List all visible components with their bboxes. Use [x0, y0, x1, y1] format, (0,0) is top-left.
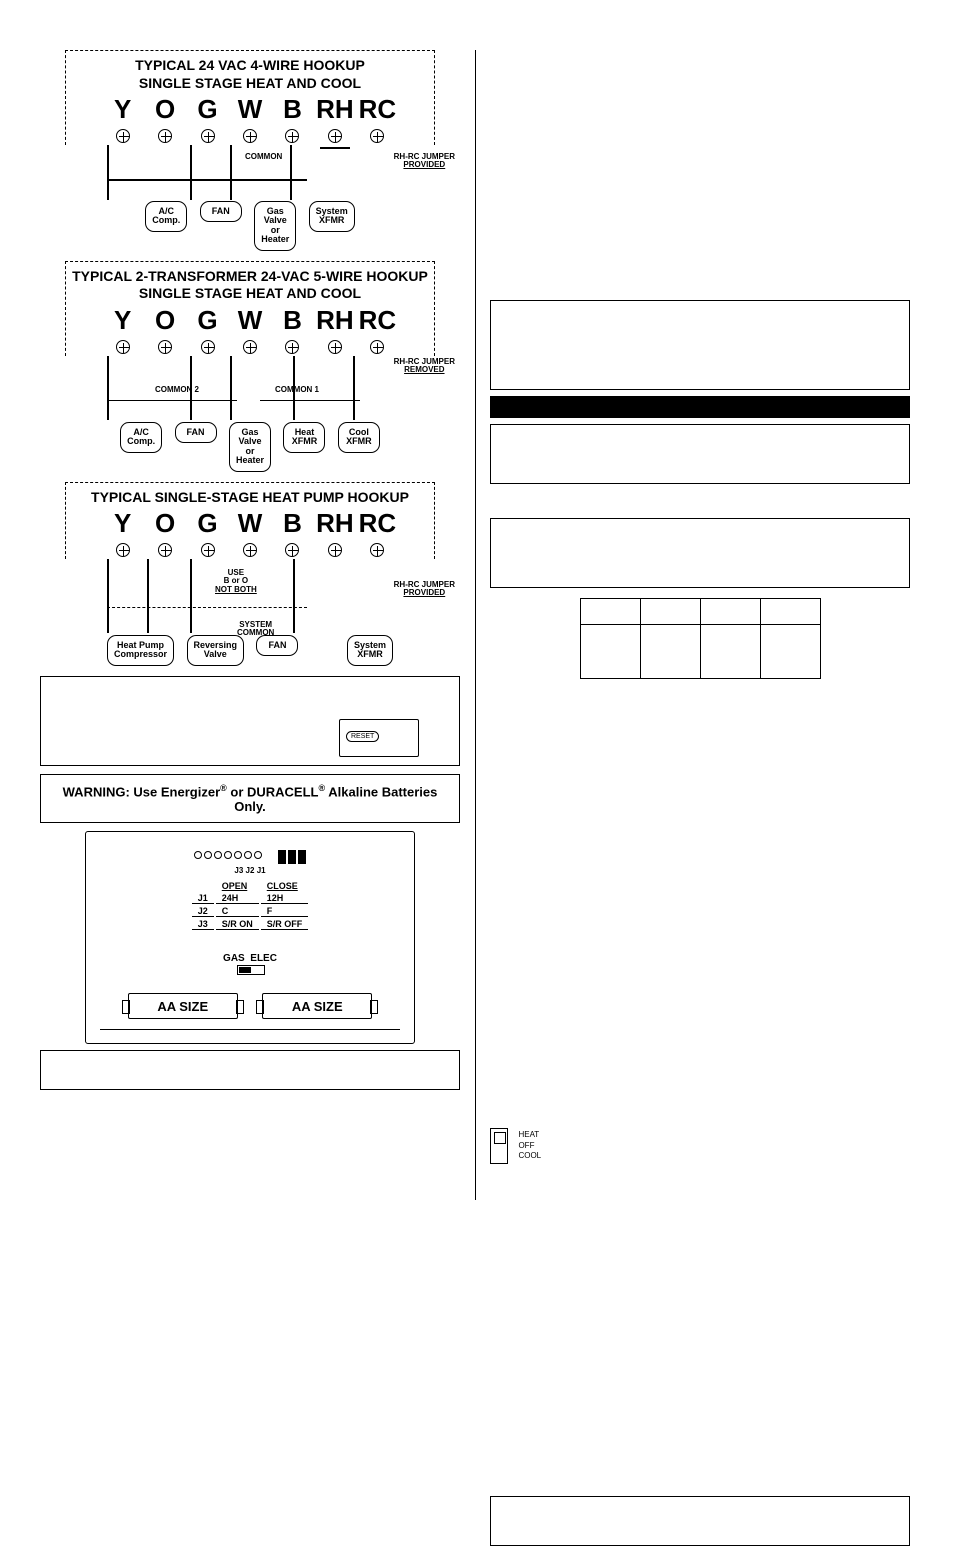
jumper-table: OPENCLOSE J124H12H J2CF J3S/R ONS/R OFF: [190, 879, 311, 932]
screw-icon: [116, 129, 130, 143]
screw-icon: [158, 340, 172, 354]
screw-icon: [370, 129, 384, 143]
screw-icon: [201, 129, 215, 143]
placeholder-block: [490, 1496, 910, 1546]
warning-lead: WARNING:: [63, 784, 130, 799]
warning-box: WARNING: Use Energizer® or DURACELL® Alk…: [40, 774, 460, 823]
placeholder-block: [490, 424, 910, 484]
screw-icon: [285, 340, 299, 354]
screw-icon: [116, 340, 130, 354]
gas-elec-switch: GAS ELEC: [100, 953, 400, 975]
screw-icon: [158, 543, 172, 557]
placeholder-block: [490, 518, 910, 758]
heat-off-cool-legend: HEAT OFF COOL: [490, 1128, 910, 1164]
right-column: HEAT OFF COOL: [490, 50, 910, 1546]
battery-slot: AA SIZE: [128, 993, 238, 1019]
jumper-icons: [277, 846, 307, 864]
screw-icon: [158, 129, 172, 143]
screw-icon: [243, 129, 257, 143]
screw-icon: [285, 129, 299, 143]
left-column: TYPICAL 24 VAC 4-WIRE HOOKUP SINGLE STAG…: [40, 50, 460, 1090]
screw-icon: [328, 129, 342, 143]
mode-switch-icon: [490, 1128, 508, 1164]
screw-icon: [328, 340, 342, 354]
d1-title-l2: SINGLE STAGE HEAT AND COOL: [139, 75, 361, 91]
screw-icon: [201, 543, 215, 557]
d1-title-l1: TYPICAL 24 VAC 4-WIRE HOOKUP: [135, 57, 365, 73]
battery-jumper-panel: J3 J2 J1 OPENCLOSE J124H12H J2CF J3S/R O…: [85, 831, 415, 1044]
screw-icon: [328, 543, 342, 557]
options-table: [580, 598, 821, 679]
reset-illustration: RESET: [339, 719, 419, 757]
screw-icon: [370, 340, 384, 354]
d3-title: TYPICAL SINGLE-STAGE HEAT PUMP HOOKUP: [91, 489, 409, 505]
wiring-diagram-1: TYPICAL 24 VAC 4-WIRE HOOKUP SINGLE STAG…: [65, 50, 435, 251]
screw-icon: [201, 340, 215, 354]
placeholder-block: RESET: [40, 676, 460, 766]
screw-icon: [116, 543, 130, 557]
screw-icon: [285, 543, 299, 557]
wiring-diagram-2: TYPICAL 2-TRANSFORMER 24-VAC 5-WIRE HOOK…: [65, 261, 435, 472]
hole-row: [193, 848, 268, 862]
d1-terminals: Y O G W B RH RC: [70, 96, 430, 123]
placeholder-block: HEAT OFF COOL: [490, 1128, 910, 1488]
reset-button-label: RESET: [346, 731, 379, 742]
column-divider: [475, 50, 476, 1200]
d2-title-l2: SINGLE STAGE HEAT AND COOL: [139, 285, 361, 301]
section-bar: [490, 396, 910, 418]
d2-title-l1: TYPICAL 2-TRANSFORMER 24-VAC 5-WIRE HOOK…: [72, 268, 428, 284]
placeholder-block: [490, 300, 910, 390]
screw-icon: [370, 543, 384, 557]
placeholder-block: [40, 1050, 460, 1090]
slide-switch-icon: [237, 965, 265, 975]
screw-icon: [243, 543, 257, 557]
battery-slot: AA SIZE: [262, 993, 372, 1019]
screw-icon: [243, 340, 257, 354]
wiring-diagram-3: TYPICAL SINGLE-STAGE HEAT PUMP HOOKUP Y …: [65, 482, 435, 666]
